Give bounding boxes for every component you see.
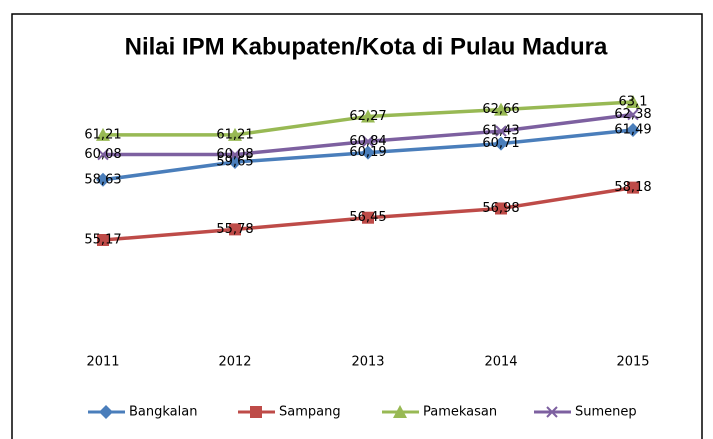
data-label: 55,78 [216,222,253,237]
x-tick-label: 2012 [218,355,251,370]
marker [546,406,558,418]
chart-frame [11,13,703,439]
legend-label: Sampang [279,405,341,420]
marker [97,148,109,161]
x-tick-label: 2014 [484,355,517,370]
marker [361,145,375,160]
data-label: 62,27 [349,109,386,124]
data-label: 62,38 [614,107,651,122]
legend-label: Bangkalan [129,405,197,420]
marker [627,181,639,194]
marker [99,405,113,419]
data-label: 56,98 [482,201,519,216]
data-label: 61,43 [482,124,519,139]
data-label: 60,84 [349,134,386,149]
data-label: 63,1 [619,95,648,110]
marker [362,135,374,148]
data-label: 55,17 [84,233,121,248]
marker [626,95,640,108]
marker [250,406,262,418]
data-label: 58,18 [614,180,651,195]
marker [228,127,242,141]
marker [626,123,640,138]
legend-label: Pamekasan [423,405,497,420]
marker [361,109,375,123]
x-tick-label: 2013 [351,355,384,370]
data-label: 62,66 [482,102,519,117]
legend-label: Sumenep [575,405,637,420]
marker [495,202,507,215]
data-label: 56,45 [349,210,386,225]
marker [393,405,407,418]
marker [229,148,241,161]
marker [96,172,110,187]
data-label: 60,71 [482,136,519,151]
x-tick-label: 2015 [616,355,649,370]
marker [362,211,374,224]
marker [96,127,110,141]
marker [97,234,109,246]
marker [627,108,639,121]
data-label: 58,63 [84,172,121,187]
data-label: 61,49 [614,123,651,138]
chart-title: Nilai IPM Kabupaten/Kota di Pulau Madura [125,33,608,60]
data-label: 59,65 [216,155,253,170]
marker [494,102,508,116]
x-tick-label: 2011 [86,355,119,370]
data-label: 60,08 [84,147,121,162]
data-label: 60,08 [216,147,253,162]
data-label: 61,21 [216,127,253,142]
marker [494,136,508,151]
data-label: 61,21 [84,127,121,142]
marker [229,223,241,236]
marker [495,125,507,137]
data-label: 60,19 [349,145,386,160]
